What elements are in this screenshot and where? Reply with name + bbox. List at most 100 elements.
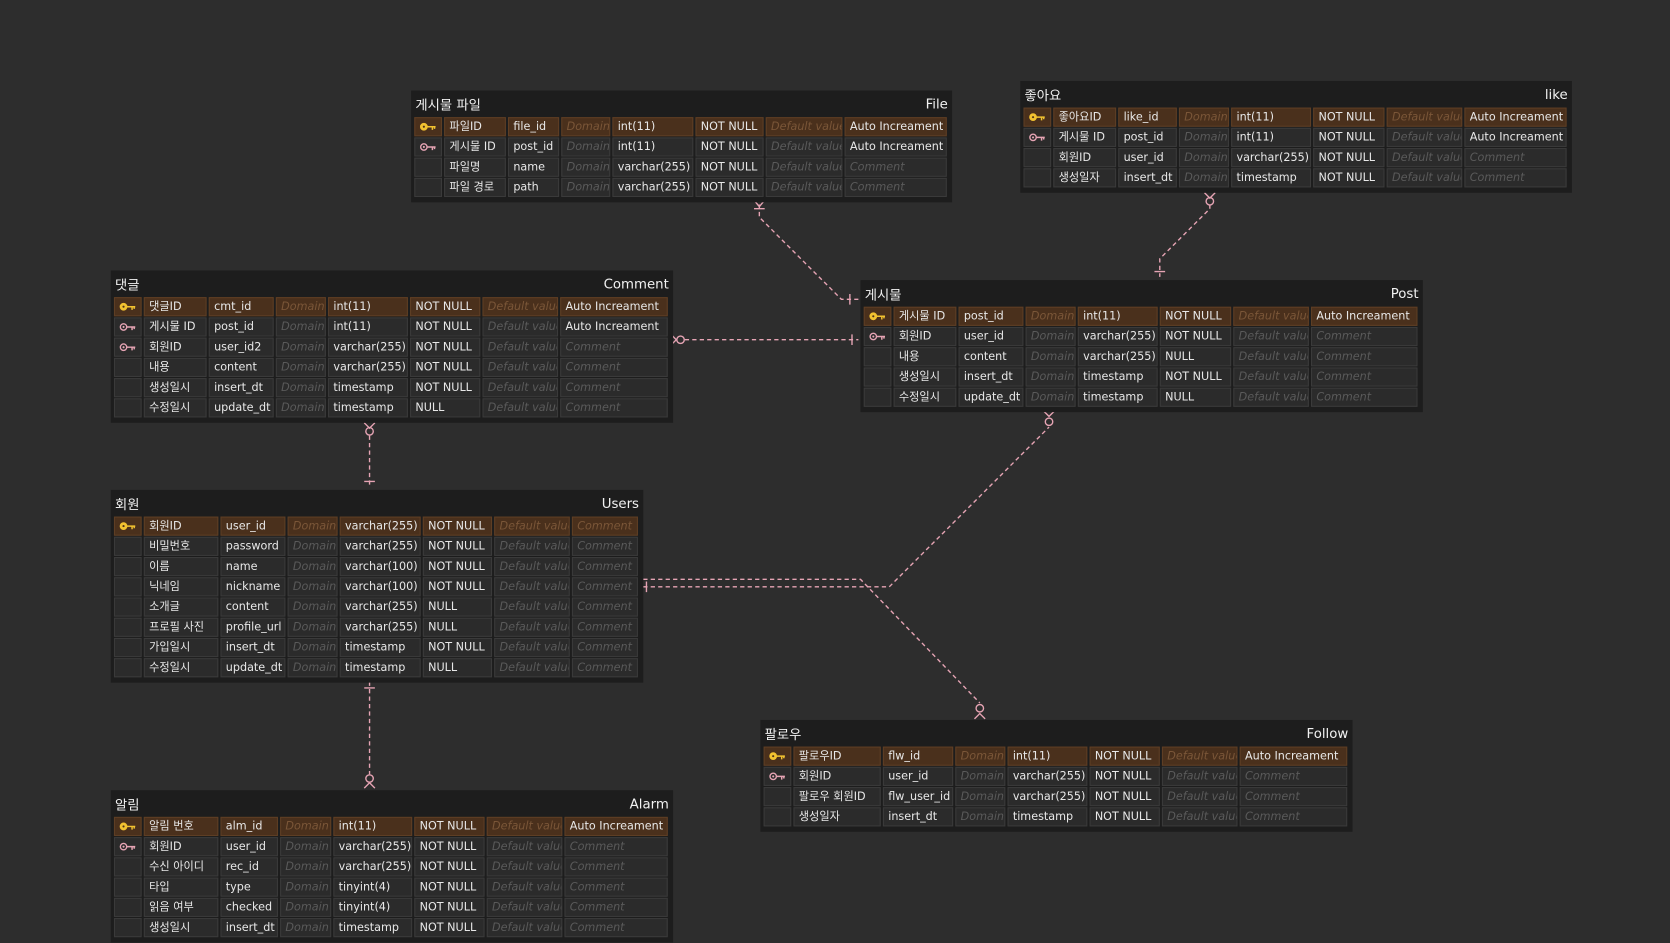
key-cell [1023,107,1052,127]
column-cell: 게시물 ID [444,137,506,157]
column-cell: Default value [482,297,559,317]
key-cell [113,337,142,357]
column-cell: Default value [486,897,563,917]
column-cell: Default value [482,357,559,378]
column-cell: post_id [1118,127,1177,147]
column-row: 댓글ID cmt_id Domain int(11) NOT NULL Default v… [113,297,670,317]
column-cell: NOT NULL [422,536,493,556]
table-header: 댓글 Comment [114,271,670,298]
column-cell: Domain [1025,347,1076,367]
column-cell: Default value [1161,787,1238,807]
key-cell [113,816,142,837]
column-cell: 생성일시 [143,918,219,938]
column-row: 게시물 ID post_id Domain int(11) NOT NULL Defaul… [863,306,1420,327]
column-cell: insert_dt [220,918,278,938]
column-cell: 수정일시 [893,387,957,407]
key-cell [113,597,142,617]
column-cell: int(11) [328,317,408,337]
column-cell: Comment [560,398,668,418]
key-cell [414,117,442,137]
key-cell [763,787,792,807]
column-cell: 파일ID [444,117,506,137]
column-cell: 회원ID [143,337,207,357]
table-header: 게시물 Post [864,280,1420,307]
column-cell: Default value [482,398,559,418]
column-row: 생성일자 insert_dt Domain timestamp NOT NULL Defa… [1023,168,1568,188]
column-cell: user_id [220,837,278,857]
column-cell: int(11) [612,137,694,157]
column-cell: varchar(255) [339,536,421,556]
key-cell [763,766,792,786]
column-cell: 알림 번호 [143,816,219,837]
column-cell: NULL [1159,387,1232,407]
column-cell: Default value [765,177,843,198]
column-row: 팔로우 회원ID flw_user_id Domain varchar(255) NOT… [763,787,1350,807]
key-cell [113,378,142,398]
column-cell: 파일명 [444,157,506,177]
key-cell [414,177,442,198]
column-cell: Default value [494,556,570,577]
column-cell: NOT NULL [422,516,493,536]
column-row: 회원ID user_id Domain varchar(255) NOT NULL Def… [763,766,1350,787]
column-cell: 내용 [143,357,207,378]
pk-icon [119,522,136,530]
column-cell: update_dt [958,387,1024,407]
key-cell [113,857,142,877]
table-title: 게시물 [864,286,902,303]
table-title: 알림 [115,796,140,813]
column-cell: varchar(255) [339,617,421,637]
column-cell: password [220,536,286,556]
column-cell: 생성일자 [793,807,881,827]
column-cell: Comment [844,157,947,177]
column-row: 게시물 ID post_id Domain int(11) NOT NULL Defaul… [113,317,670,337]
column-cell: type [220,877,278,897]
pk-icon [869,312,886,321]
key-cell [113,317,142,337]
column-cell: 가입일시 [143,637,219,658]
column-cell: Domain [955,807,1006,827]
column-cell: user_id [882,766,954,786]
column-row: 수신 아이디 rec_id Domain varchar(255) NOT NULL De… [113,857,670,877]
table-header: 게시물 파일 File [414,91,949,118]
table-header: 알림 Alarm [114,790,670,817]
column-cell: 수신 아이디 [143,857,219,877]
column-row: 프로필 사진 profile_url Domain varchar(255) NULL D… [113,617,640,638]
users-follow-link [641,574,986,720]
column-cell: Domain [287,597,338,617]
column-cell: Domain [280,837,332,857]
column-cell: NOT NULL [422,577,493,597]
pk-icon [119,302,136,311]
column-cell: Comment [1311,347,1418,367]
table-name: Post [1390,285,1419,302]
column-row: 생성일시 insert_dt Domain timestamp NOT NULL Defa… [863,367,1420,387]
column-row: 내용 content Domain varchar(255) NULL Default v… [863,347,1420,367]
column-cell: Auto Increament [1464,107,1567,127]
column-cell: tinyint(4) [333,897,413,917]
column-cell: NOT NULL [695,157,764,177]
column-cell: 수정일시 [143,398,207,418]
column-cell: 타입 [143,877,219,897]
column-row: 비밀번호 password Domain varchar(255) NOT NULL De… [113,536,640,557]
column-cell: int(11) [1077,306,1158,326]
table-name: Users [601,495,640,512]
column-row: 회원ID user_id Domain varchar(255) NOT NULL Def… [113,516,640,537]
column-row: 회원ID user_id Domain varchar(255) NOT NULL Def… [863,326,1420,347]
column-cell: Default value [486,857,563,877]
column-cell: varchar(255) [328,337,408,357]
users-post-link [643,410,1055,593]
column-cell: 생성일자 [1053,168,1117,188]
column-cell: varchar(255) [328,357,408,378]
column-cell: Default value [482,317,559,337]
column-cell: name [508,157,560,177]
column-cell: NOT NULL [695,137,764,157]
column-cell: Default value [765,137,843,157]
column-cell: 댓글ID [143,297,207,317]
column-cell: Comment [1311,326,1418,347]
column-row: 회원ID user_id Domain varchar(255) NOT NULL Def… [113,837,670,857]
column-cell: timestamp [1077,387,1158,407]
column-cell: int(11) [333,816,413,837]
column-cell: timestamp [328,378,408,398]
entity-table: 게시물 Post 게시물 ID post_id Domain int(11) NOT NUL… [860,280,1423,413]
column-cell: user_id2 [208,337,274,357]
